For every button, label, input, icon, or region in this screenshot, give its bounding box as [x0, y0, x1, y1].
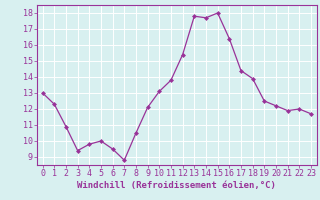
X-axis label: Windchill (Refroidissement éolien,°C): Windchill (Refroidissement éolien,°C) [77, 181, 276, 190]
